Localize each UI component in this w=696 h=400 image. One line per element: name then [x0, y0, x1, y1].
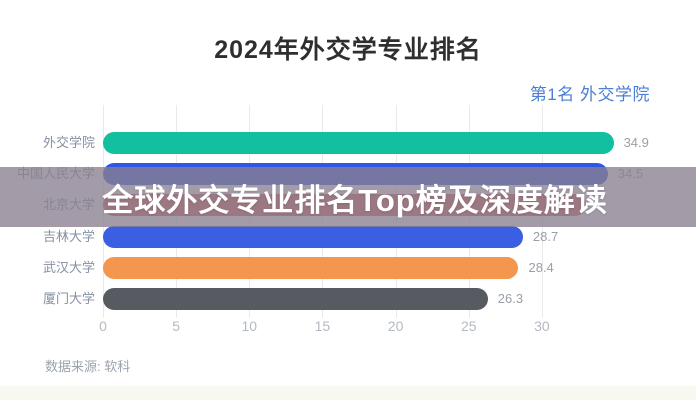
- bar-row: 厦门大学 26.3: [0, 288, 696, 310]
- bar-row: 吉林大学 28.7: [0, 225, 696, 248]
- x-tick-label: 25: [460, 318, 477, 334]
- rank-first-note: 第1名 外交学院: [529, 85, 650, 104]
- value-label: 28.7: [532, 228, 559, 244]
- category-label: 吉林大学: [42, 228, 95, 244]
- category-label: 外交学院: [42, 135, 95, 150]
- x-tick-label: 15: [314, 318, 331, 334]
- headline-banner: 全球外交专业排名Top榜及深度解读: [0, 167, 696, 227]
- x-tick-label: 10: [241, 318, 258, 334]
- bar-row: 外交学院 34.9: [0, 132, 696, 154]
- x-tick-label: 5: [172, 318, 181, 334]
- x-tick-label: 20: [387, 318, 404, 334]
- data-source-note: 数据来源: 软科: [45, 359, 131, 374]
- category-label: 厦门大学: [42, 291, 95, 306]
- value-label: 34.9: [623, 135, 649, 150]
- bar: [103, 132, 614, 154]
- chart-title: 2024年外交学专业排名: [214, 36, 482, 64]
- bar: [103, 256, 519, 279]
- bar: [103, 288, 488, 310]
- bar: [103, 225, 523, 248]
- category-label: 武汉大学: [42, 259, 95, 275]
- headline-text: 全球外交专业排名Top榜及深度解读: [102, 182, 608, 218]
- value-label: 26.3: [497, 291, 524, 306]
- x-tick-label: 0: [99, 318, 107, 334]
- bar-row: 武汉大学 28.4: [0, 256, 696, 279]
- x-tick-label: 30: [534, 318, 550, 334]
- value-label: 28.4: [528, 259, 554, 275]
- bottom-strip: [0, 386, 696, 400]
